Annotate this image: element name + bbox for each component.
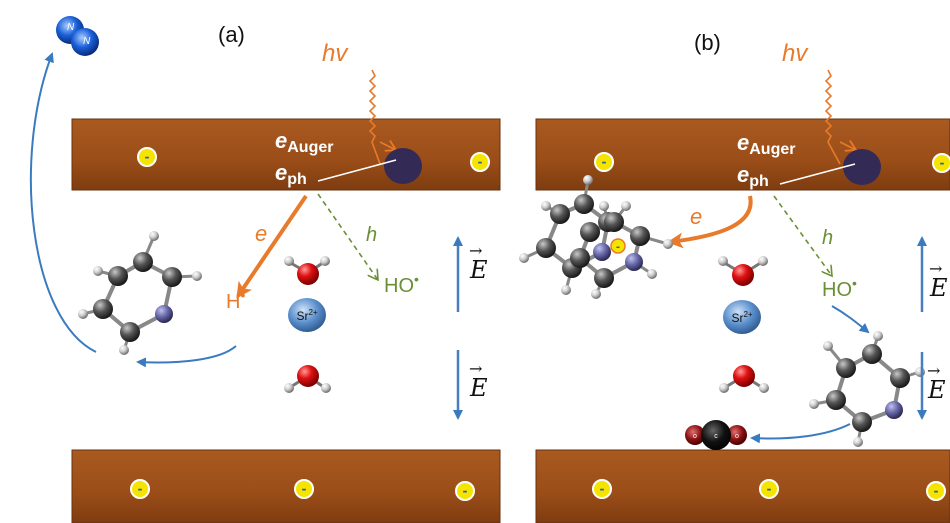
emission-line-b: [779, 163, 856, 185]
photon-arrowhead-a: [379, 142, 396, 150]
svg-text:-: -: [602, 155, 607, 169]
pyridine-molecule-a: [78, 231, 202, 355]
hole-arrow-b: [773, 195, 832, 276]
h-to-pyridine-arrow: [136, 345, 237, 368]
panel-a-label: (a): [218, 22, 245, 47]
pyridine-molecule-b: [809, 331, 925, 447]
svg-text:c: c: [714, 433, 718, 440]
svg-text:-: -: [940, 156, 945, 170]
charge-a-5: -: [455, 481, 475, 501]
electron-arrow-a: [236, 194, 308, 299]
svg-text:E: E: [469, 256, 488, 284]
photon-wave-a: [368, 69, 381, 165]
pyridine-stack-b: -: [519, 175, 673, 299]
panel-b: - - - - - (b) hv eAuger eph e h HO•: [519, 30, 950, 523]
charge-b-5: -: [926, 481, 946, 501]
svg-text:N: N: [67, 22, 75, 33]
svg-text:E: E: [929, 274, 948, 302]
photoelectron-label-a: eph: [275, 160, 307, 188]
svg-text:→: →: [469, 241, 482, 260]
svg-text:→: →: [927, 361, 940, 380]
charge-a-1: -: [137, 147, 157, 167]
svg-text:Sr2+: Sr2+: [731, 310, 752, 325]
water-molecule-bottom-b: [719, 365, 769, 393]
panel-a: - - - - - (a) hv eAuger eph e h H• HO•: [29, 16, 501, 523]
photon-label-b: hv: [782, 40, 809, 67]
charge-b-1: -: [594, 152, 614, 172]
absorbing-particle-b: [843, 149, 881, 185]
svg-text:-: -: [302, 482, 307, 496]
svg-text:-: -: [767, 482, 772, 496]
water-molecule-top-a: [284, 256, 330, 285]
svg-text:-: -: [478, 155, 483, 169]
pyridine-to-n2-arrow: [29, 52, 97, 353]
svg-text:-: -: [463, 484, 468, 498]
svg-text:→: →: [929, 259, 942, 278]
svg-text:-: -: [934, 484, 939, 498]
photon-wave-b: [824, 69, 841, 165]
strontium-ion-a: Sr2+: [288, 298, 326, 332]
absorbing-particle-a: [384, 148, 422, 184]
field-label-up-a: E →: [469, 241, 488, 284]
emission-line-a: [317, 159, 397, 182]
svg-text:Sr2+: Sr2+: [296, 308, 317, 323]
charge-b-4: -: [759, 479, 779, 499]
ho-radical-a: HO•: [384, 271, 419, 297]
photon-arrowhead-b: [839, 142, 856, 150]
hole-label-b: h: [822, 227, 833, 249]
hole-label-a: h: [366, 224, 377, 246]
electron-label-b: e: [690, 204, 702, 229]
n2-molecule: N N: [56, 16, 99, 56]
photon-label-a: hv: [322, 40, 349, 67]
svg-text:→: →: [469, 359, 482, 378]
auger-electron-label-a: eAuger: [275, 128, 333, 156]
svg-text:E: E: [927, 376, 946, 404]
svg-text:-: -: [145, 150, 150, 164]
ho-to-pyridine-arrow: [831, 305, 870, 334]
auger-electron-label-b: eAuger: [737, 130, 795, 158]
ho-radical-b: HO•: [822, 275, 857, 301]
charge-a-4: -: [294, 479, 314, 499]
charge-a-2: -: [470, 152, 490, 172]
svg-text:o: o: [693, 433, 697, 440]
svg-text:E: E: [469, 374, 488, 402]
pyridine-to-co2-arrow: [750, 423, 851, 444]
electron-label-a: e: [255, 221, 267, 246]
water-molecule-bottom-a: [284, 365, 331, 393]
charge-a-3: -: [130, 479, 150, 499]
field-label-up-b: E →: [929, 259, 948, 302]
svg-text:-: -: [616, 242, 620, 253]
field-label-down-a: E →: [469, 359, 488, 402]
svg-text:N: N: [83, 36, 91, 47]
trapped-electron-b: -: [610, 238, 626, 254]
co2-molecule: o c o: [685, 420, 747, 450]
field-label-down-b: E →: [927, 361, 946, 404]
charge-b-3: -: [592, 479, 612, 499]
panel-b-label: (b): [694, 30, 721, 55]
svg-text:-: -: [600, 482, 605, 496]
svg-text:o: o: [735, 433, 739, 440]
water-molecule-top-b: [718, 256, 768, 286]
photoelectron-label-b: eph: [737, 162, 769, 190]
h-radical-a: H•: [226, 287, 245, 313]
electron-arrow-b: [667, 195, 753, 249]
charge-b-2: -: [932, 153, 950, 173]
strontium-ion-b: Sr2+: [723, 300, 761, 334]
svg-text:-: -: [138, 482, 143, 496]
